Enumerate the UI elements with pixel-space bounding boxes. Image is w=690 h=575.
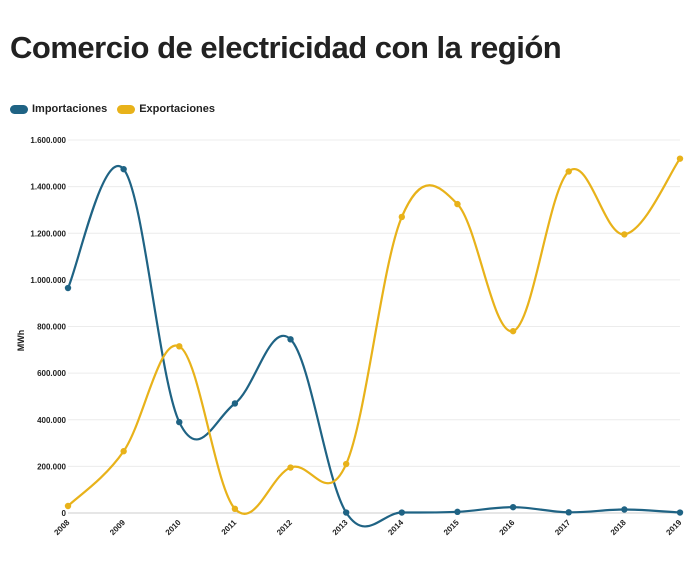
point-importaciones-2013[interactable] xyxy=(342,509,350,516)
x-tick-label: 2009 xyxy=(108,518,127,537)
y-tick-label: 1.400.000 xyxy=(30,183,66,192)
point-importaciones-2012[interactable] xyxy=(287,336,294,343)
point-exportaciones-2017[interactable] xyxy=(565,168,572,175)
y-tick-label: 600.000 xyxy=(37,369,66,378)
gridlines xyxy=(68,139,680,514)
y-tick-label: 0 xyxy=(62,509,67,518)
point-exportaciones-2019[interactable] xyxy=(676,155,684,162)
point-exportaciones-2012[interactable] xyxy=(287,464,294,471)
series-lines xyxy=(66,157,682,528)
series-points xyxy=(64,155,684,516)
point-importaciones-2010[interactable] xyxy=(176,418,183,426)
y-tick-label: 800.000 xyxy=(37,323,66,332)
point-importaciones-2009[interactable] xyxy=(120,165,127,173)
point-exportaciones-2018[interactable] xyxy=(621,231,628,238)
y-tick-label: 1.200.000 xyxy=(30,229,66,238)
point-exportaciones-2016[interactable] xyxy=(509,327,517,335)
chart-title: Comercio de electricidad con la región xyxy=(10,30,562,65)
x-tick-label: 2014 xyxy=(386,518,405,537)
point-importaciones-2019[interactable] xyxy=(676,509,684,516)
legend-swatch-exportaciones xyxy=(117,104,136,114)
legend-label-exportaciones: Exportaciones xyxy=(139,103,215,115)
y-tick-label: 1.600.000 xyxy=(30,136,66,145)
point-exportaciones-2008[interactable] xyxy=(64,502,72,510)
point-exportaciones-2014[interactable] xyxy=(398,213,406,221)
y-tick-label: 1.000.000 xyxy=(30,276,66,285)
point-importaciones-2015[interactable] xyxy=(454,508,461,516)
legend-item-importaciones[interactable]: Importaciones xyxy=(10,103,107,115)
x-tick-label: 2019 xyxy=(664,518,683,537)
point-exportaciones-2009[interactable] xyxy=(120,448,127,455)
x-tick-label: 2011 xyxy=(220,518,239,537)
point-importaciones-2017[interactable] xyxy=(565,509,572,516)
point-exportaciones-2013[interactable] xyxy=(342,460,350,468)
y-axis-ticks: 0 200.000 400.000 600.000 800.000 1.000.000 1.… xyxy=(30,136,66,518)
y-axis-title: MWh xyxy=(16,330,26,352)
x-tick-label: 2015 xyxy=(442,518,461,537)
x-tick-label: 2016 xyxy=(498,518,517,537)
x-tick-label: 2013 xyxy=(331,518,350,537)
y-tick-label: 200.000 xyxy=(37,462,66,471)
x-tick-label: 2008 xyxy=(52,518,71,537)
point-importaciones-2008[interactable] xyxy=(64,284,72,292)
x-tick-label: 2012 xyxy=(275,518,294,537)
x-tick-label: 2010 xyxy=(164,518,183,537)
line-importaciones[interactable] xyxy=(66,165,682,528)
y-tick-label: 400.000 xyxy=(37,416,66,425)
point-exportaciones-2011[interactable] xyxy=(231,505,239,513)
point-exportaciones-2010[interactable] xyxy=(176,343,183,350)
x-tick-label: 2017 xyxy=(553,518,572,537)
point-importaciones-2018[interactable] xyxy=(621,506,628,513)
x-axis-ticks: 2008 2009 2010 2011 2012 2013 2014 2015 2016 2017… xyxy=(52,518,683,537)
legend: Importaciones Exportaciones xyxy=(10,103,215,115)
point-exportaciones-2015[interactable] xyxy=(454,200,461,208)
x-tick-label: 2018 xyxy=(609,518,628,537)
legend-item-exportaciones[interactable]: Exportaciones xyxy=(117,103,215,115)
legend-swatch-importaciones xyxy=(10,104,28,114)
point-importaciones-2014[interactable] xyxy=(398,509,406,516)
point-importaciones-2016[interactable] xyxy=(509,503,517,511)
point-importaciones-2011[interactable] xyxy=(231,400,239,407)
legend-label-importaciones: Importaciones xyxy=(32,103,108,115)
